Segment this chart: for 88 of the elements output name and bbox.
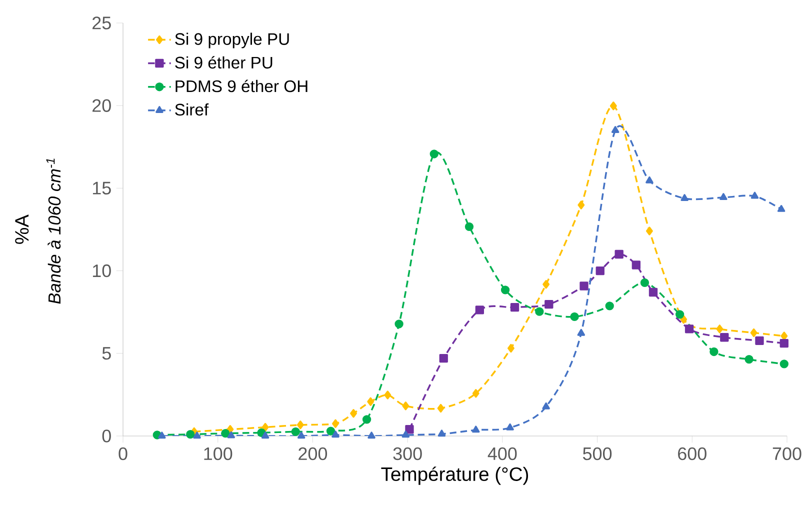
point [227, 431, 236, 438]
point [578, 200, 585, 210]
y-tick-label: 20 [92, 99, 111, 112]
point [777, 205, 786, 212]
point [326, 426, 336, 436]
point [580, 282, 588, 290]
legend-label: Siref [175, 103, 209, 116]
point [193, 432, 201, 439]
y-tick-label: 0 [102, 430, 111, 442]
point [384, 390, 392, 400]
point [680, 194, 688, 202]
point [780, 360, 788, 368]
point [750, 192, 759, 199]
point [614, 250, 624, 259]
legend-label: Si 9 propyle PU [175, 32, 289, 48]
point [368, 432, 376, 439]
point [684, 324, 694, 334]
x-tick-label: 700 [772, 447, 802, 460]
point [542, 280, 550, 289]
point [297, 432, 306, 439]
y-tick-label: 5 [102, 347, 111, 360]
point [646, 226, 653, 236]
point [640, 278, 650, 288]
point [221, 429, 230, 438]
point [577, 328, 586, 336]
point [542, 402, 550, 410]
point [367, 397, 374, 406]
x-tick-label: 300 [393, 447, 422, 460]
point [464, 222, 474, 232]
point [510, 302, 520, 312]
point [507, 344, 514, 353]
x-tick-label: 200 [298, 447, 328, 460]
y-tick-label: 10 [92, 264, 111, 278]
legend-label: Si 9 éther PU [175, 56, 272, 69]
point [720, 333, 729, 342]
y-axis-title: %A [15, 214, 29, 244]
point [596, 266, 604, 276]
point [332, 430, 340, 438]
point [437, 404, 444, 413]
point [544, 300, 554, 309]
point [535, 307, 544, 316]
point [720, 193, 728, 200]
point [744, 355, 754, 364]
point [438, 430, 446, 437]
point [680, 315, 688, 324]
point [291, 427, 300, 436]
y-tick-label: 15 [92, 182, 111, 194]
x-tick-label: 500 [582, 447, 612, 460]
point [350, 409, 357, 418]
x-tick-label: 600 [678, 447, 706, 460]
x-tick-label: 0 [118, 447, 128, 460]
point [506, 423, 514, 430]
point [362, 415, 372, 424]
point [716, 324, 724, 334]
point [394, 320, 404, 328]
point [710, 347, 718, 356]
point [439, 354, 448, 363]
point [158, 432, 166, 439]
point [296, 420, 304, 430]
point [675, 310, 684, 319]
y-tick-label: 25 [92, 16, 111, 30]
point [332, 419, 339, 428]
point [605, 302, 614, 310]
legend-label: PDMS 9 éther OH [176, 80, 308, 92]
point [472, 389, 480, 398]
point [570, 312, 579, 322]
point [475, 306, 484, 314]
point [611, 126, 620, 133]
point [755, 336, 764, 345]
point [610, 102, 617, 110]
x-axis-title: Température (°C) [381, 466, 528, 485]
point [472, 426, 480, 433]
point [261, 432, 270, 439]
text: Bande à 1060 cm$^{-1}$ [46, 158, 61, 304]
x-tick-label: 400 [488, 447, 517, 460]
x-tick-label: 100 [204, 447, 232, 460]
point [262, 422, 269, 432]
point [402, 402, 410, 410]
point [780, 338, 788, 348]
point [750, 328, 758, 338]
point [186, 430, 195, 439]
point [632, 260, 641, 270]
point [646, 176, 654, 184]
point [430, 150, 438, 158]
point [648, 288, 658, 297]
point [405, 425, 414, 434]
point [500, 286, 510, 294]
point [402, 430, 410, 438]
